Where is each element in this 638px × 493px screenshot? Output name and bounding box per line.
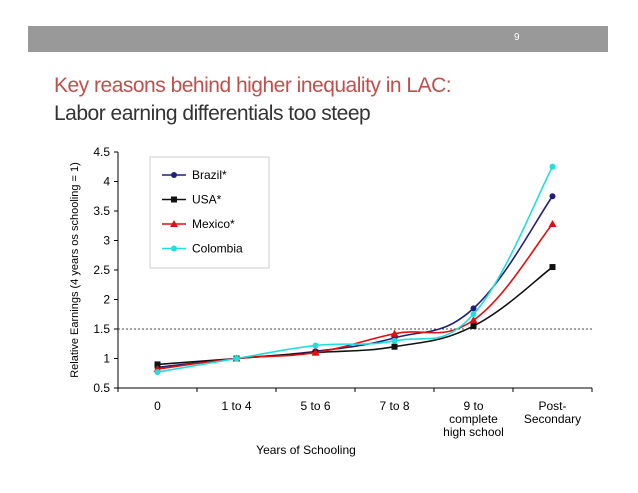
x-tick-label: 1 to 4 [221,399,251,413]
slide-subtitle: Labor earning differentials too steep [54,102,371,125]
series-group [153,163,557,376]
series-marker [171,196,177,203]
y-tick-label: 0.5 [93,381,110,395]
x-tick-label-line: Post- [538,399,566,413]
legend-label: Colombia [192,242,243,256]
legend-entry: Colombia [162,242,243,256]
x-tick-label-line: complete [449,412,498,426]
x-tick-label-line: high school [443,425,504,439]
series-marker [548,219,557,227]
series-colombia [154,163,556,376]
series-marker [154,361,161,368]
series-marker [470,311,477,318]
x-tick-label-line: 1 to 4 [221,399,251,413]
y-tick-label: 2.5 [93,263,110,277]
x-axis: 0 1 to 4 5 to 6 7 to 8 9 to complete high scho… [117,387,593,439]
series-marker [470,323,477,330]
y-tick-label: 1.5 [93,322,110,336]
series-line [157,266,553,366]
legend-entry: Mexico* [162,217,235,231]
series-marker [549,264,556,271]
y-tick-label: 4.5 [93,145,110,159]
x-tick-label: 0 [154,399,161,413]
y-tick-label: 3.5 [93,204,110,218]
legend-label: Brazil* [192,168,227,182]
y-axis: 0.5 1 1.5 2 2.5 3 3.5 4 4.5 [93,145,119,395]
x-tick-label-line: 0 [154,399,161,413]
series-marker [470,305,477,312]
header-bar [28,26,608,52]
slide-number: 9 [514,32,520,43]
series-marker [390,329,399,337]
series-marker [311,348,320,356]
series-usa [154,264,556,368]
series-marker [171,245,177,252]
x-tick-label-line: 7 to 8 [379,399,409,413]
legend-label: Mexico* [192,217,235,231]
y-axis-label: Relative Earnings (4 years os schooling … [69,162,81,378]
legend-entry: USA* [162,193,222,207]
series-marker [391,343,398,350]
series-marker [170,220,178,227]
series-marker [312,342,319,349]
slide-title: Key reasons behind higher inequality in … [54,74,452,97]
x-tick-label: 5 to 6 [300,399,330,413]
x-tick-label: 7 to 8 [379,399,409,413]
y-tick-label: 1 [103,352,110,366]
x-tick-label: Post-Secondary [524,399,581,426]
series-marker [391,337,398,344]
series-marker [154,369,161,376]
series-marker [233,355,240,362]
y-tick-label: 3 [103,234,110,248]
series-marker [171,172,177,178]
x-tick-label-line: 9 to [463,399,483,413]
legend: Brazil* USA* Mexico* Colombia [149,156,270,269]
x-tick-label: 9 to complete high school [443,399,504,439]
legend-entry: Brazil* [162,168,227,182]
x-axis-label: Years of Schooling [256,443,356,457]
series-marker [469,316,478,324]
series-marker [549,163,556,170]
series-marker [549,193,556,200]
y-tick-label: 4 [103,175,110,189]
y-tick-label: 2 [103,293,110,307]
x-tick-label-line: 5 to 6 [300,399,330,413]
legend-label: USA* [192,193,222,207]
x-tick-label-line: Secondary [524,412,581,426]
